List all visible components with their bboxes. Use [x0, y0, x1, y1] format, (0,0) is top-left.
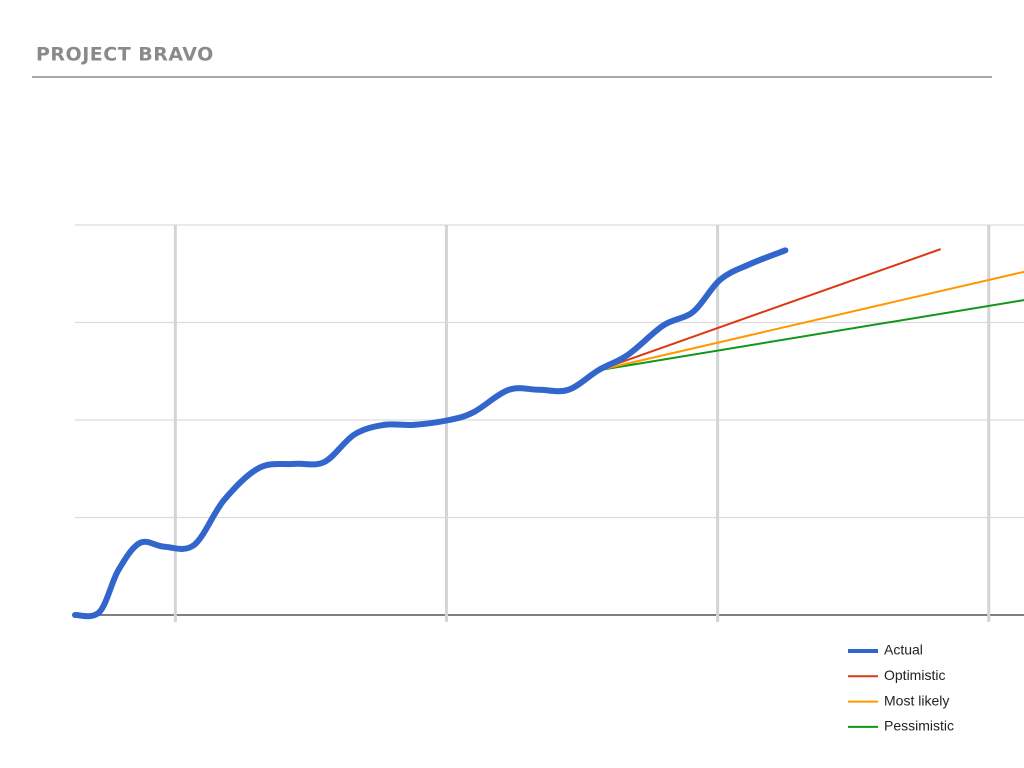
legend-label: Actual	[884, 642, 923, 658]
legend-label: Most likely	[884, 692, 949, 708]
series-line	[597, 270, 1024, 372]
legend-label: Pessimistic	[884, 718, 954, 734]
series-line	[72, 247, 789, 620]
series-line	[597, 299, 1024, 372]
slide-title: PROJECT BRAVO	[36, 44, 214, 66]
series-line	[597, 248, 941, 372]
legend-label: Optimistic	[884, 667, 945, 683]
